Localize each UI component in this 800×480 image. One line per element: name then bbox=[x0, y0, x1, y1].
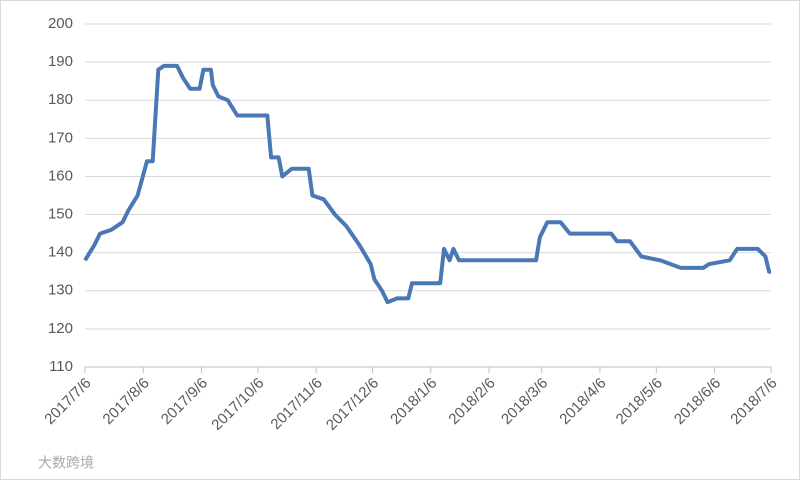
y-tick-label: 130 bbox=[48, 282, 73, 299]
watermark: 大数跨境 bbox=[38, 455, 94, 471]
y-tick-label: 160 bbox=[48, 167, 73, 184]
y-tick-label: 190 bbox=[48, 53, 73, 70]
y-tick-label: 200 bbox=[48, 15, 73, 32]
y-tick-label: 120 bbox=[48, 320, 73, 337]
y-tick-label: 150 bbox=[48, 206, 73, 223]
y-tick-label: 180 bbox=[48, 91, 73, 108]
data-line bbox=[83, 63, 772, 305]
y-tick-label: 140 bbox=[48, 244, 73, 261]
y-tick-label: 170 bbox=[48, 129, 73, 146]
y-tick-label: 110 bbox=[49, 358, 73, 375]
